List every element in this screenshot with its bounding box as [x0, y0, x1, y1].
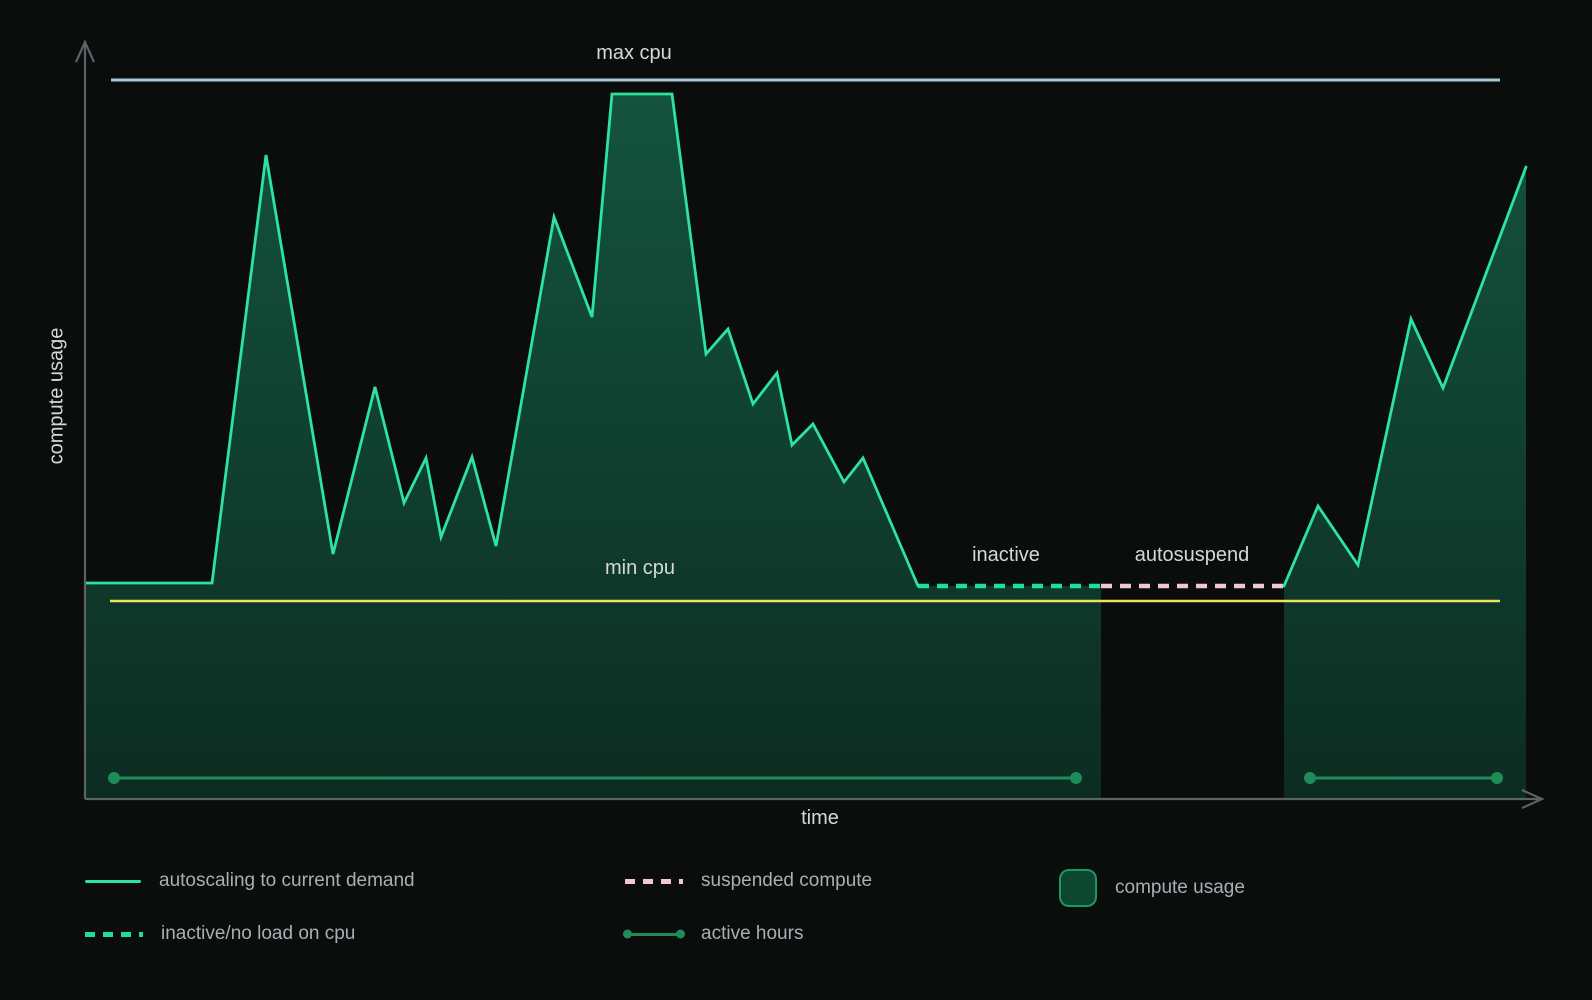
green-dashed-line-swatch-icon: [85, 931, 143, 937]
y-axis-arrow-icon: [74, 39, 96, 63]
autoscaling-curve-2: [1282, 165, 1528, 588]
active-hours-dot: [1304, 772, 1316, 784]
compute-usage-box-swatch-icon: [1059, 869, 1097, 907]
legend-label: active hours: [701, 923, 804, 944]
active-hours-dot: [108, 772, 120, 784]
min-cpu-label: min cpu: [604, 557, 676, 579]
inactive-label: inactive: [972, 544, 1040, 566]
legend-item-autoscaling: autoscaling to current demand: [85, 861, 415, 901]
legend-label: autoscaling to current demand: [159, 870, 415, 891]
autoscaling-curve-1: [84, 92, 920, 588]
legend-item-active-hours: active hours: [625, 914, 803, 954]
active-hours-dot: [1070, 772, 1082, 784]
dotted-endpoints-line-swatch-icon: [625, 932, 683, 936]
pink-dashed-line-swatch-icon: [625, 878, 683, 884]
legend-item-inactive: inactive/no load on cpu: [85, 914, 355, 954]
y-axis-label: compute usage: [45, 327, 68, 465]
max-cpu-label: max cpu: [596, 42, 672, 64]
compute-usage-area-2: [1284, 167, 1526, 799]
x-axis-label: time: [801, 807, 839, 829]
legend-item-suspended: suspended compute: [625, 861, 872, 901]
solid-line-swatch-icon: [85, 879, 141, 883]
autosuspend-label: autosuspend: [1134, 544, 1250, 566]
legend-label: inactive/no load on cpu: [161, 923, 356, 944]
compute-usage-area-1: [86, 94, 1101, 799]
legend-label: compute usage: [1115, 877, 1245, 898]
legend-label: suspended compute: [701, 870, 873, 891]
active-hours-dot: [1491, 772, 1503, 784]
legend-item-compute-usage: compute usage: [1059, 868, 1245, 908]
x-axis-arrow-icon: [1521, 788, 1545, 810]
